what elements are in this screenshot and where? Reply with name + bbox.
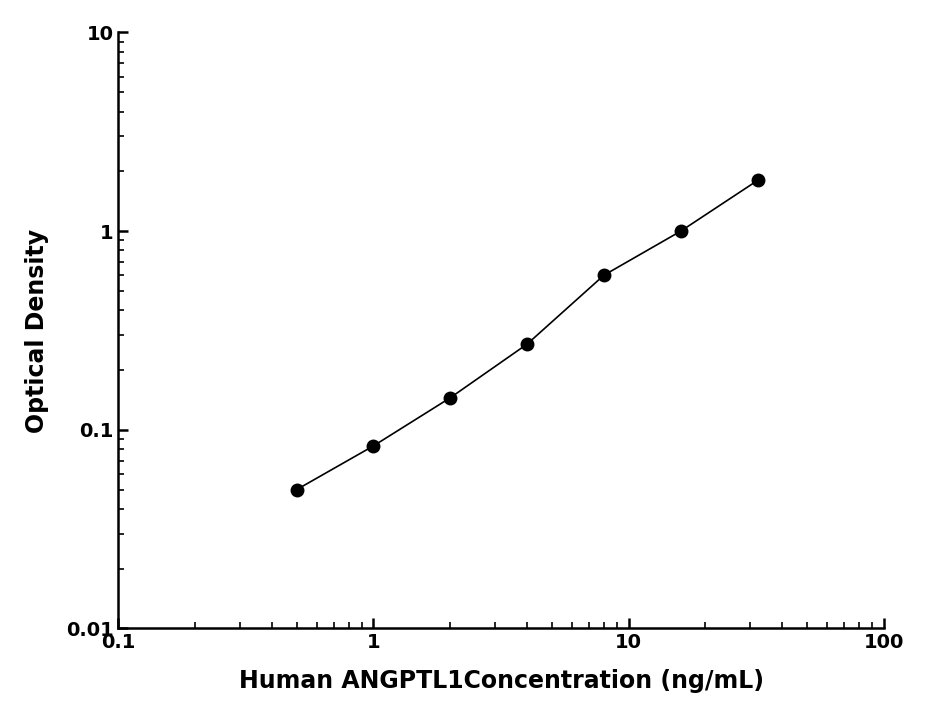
X-axis label: Human ANGPTL1Concentration (ng/mL): Human ANGPTL1Concentration (ng/mL) <box>238 669 763 693</box>
Y-axis label: Optical Density: Optical Density <box>25 228 49 432</box>
